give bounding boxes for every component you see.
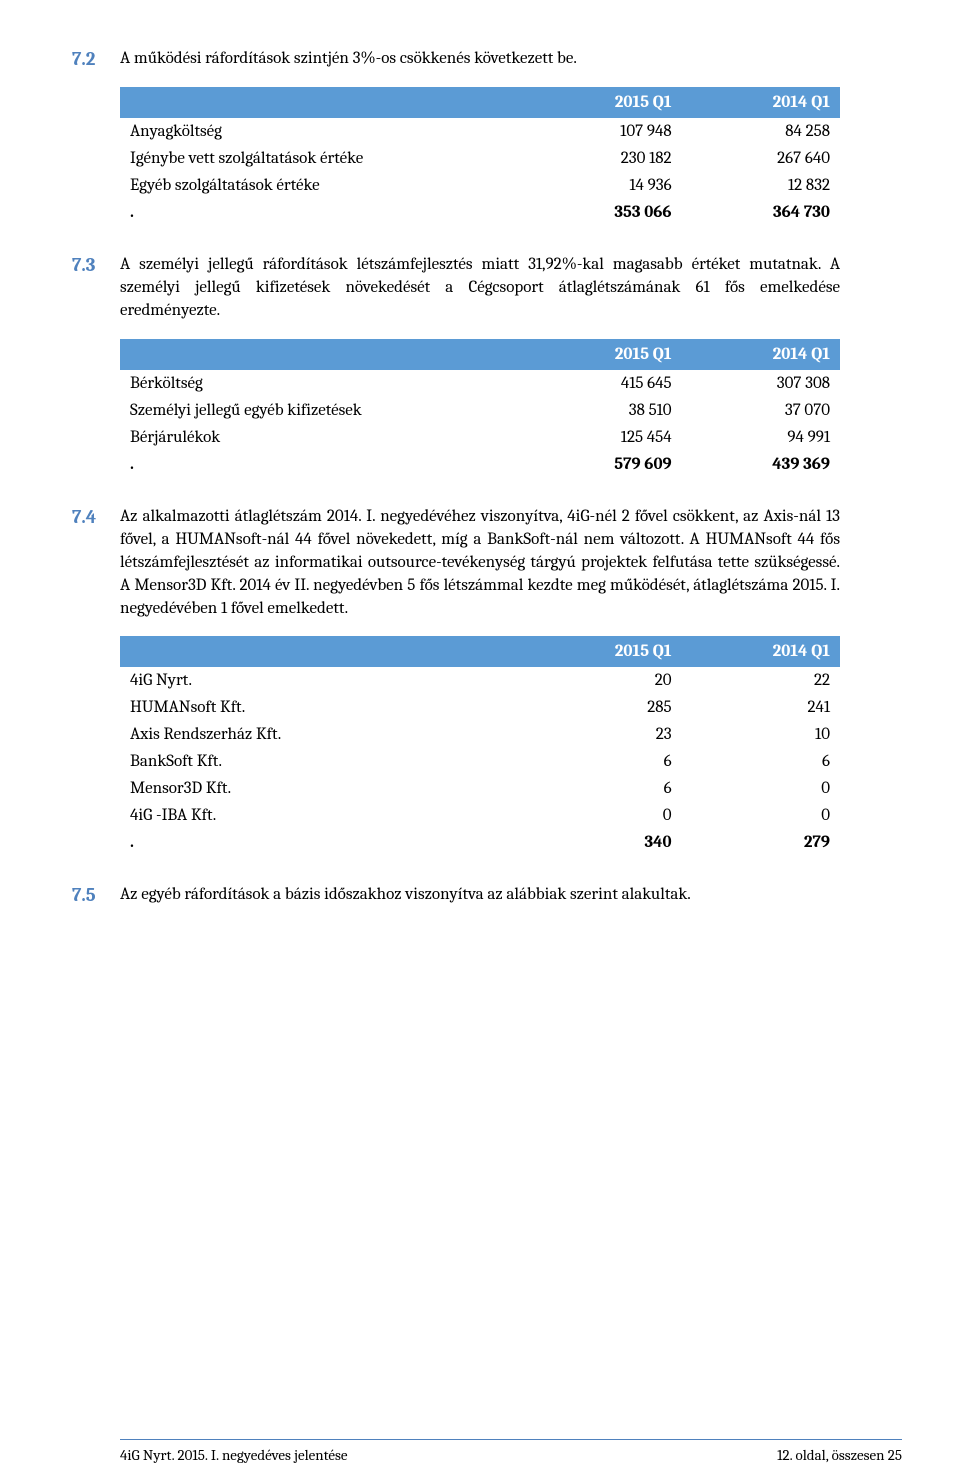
row-label: 4iG -IBA Kft. xyxy=(120,802,523,829)
table-total-row: . 353 066 364 730 xyxy=(120,199,840,226)
row-v2: 22 xyxy=(682,667,840,694)
row-label: Anyagköltség xyxy=(120,118,523,145)
table-row: 4iG Nyrt. 20 22 xyxy=(120,667,840,694)
row-v2: 0 xyxy=(682,802,840,829)
row-v1: 125 454 xyxy=(523,424,681,451)
table-header-stub xyxy=(120,87,523,118)
table-header-row: 2015 Q1 2014 Q1 xyxy=(120,636,840,667)
row-v1: 14 936 xyxy=(523,172,681,199)
total-v2: 439 369 xyxy=(682,451,840,478)
table-header-col1: 2015 Q1 xyxy=(523,339,681,370)
row-v2: 84 258 xyxy=(682,118,840,145)
table-row: 4iG -IBA Kft. 0 0 xyxy=(120,802,840,829)
total-v1: 340 xyxy=(523,829,681,856)
row-v1: 23 xyxy=(523,721,681,748)
section-number-72: 7.2 xyxy=(72,48,95,70)
table-row: Anyagköltség 107 948 84 258 xyxy=(120,118,840,145)
table-row: Egyéb szolgáltatások értéke 14 936 12 83… xyxy=(120,172,840,199)
table-row: Igénybe vett szolgáltatások értéke 230 1… xyxy=(120,145,840,172)
section-72-text: A működési ráfordítások szintjén 3%-os c… xyxy=(120,48,840,71)
row-label: Bérköltség xyxy=(120,370,523,397)
row-v1: 6 xyxy=(523,748,681,775)
table-row: Személyi jellegű egyéb kifizetések 38 51… xyxy=(120,397,840,424)
table-header-col2: 2014 Q1 xyxy=(682,636,840,667)
footer-right: 12. oldal, összesen 25 xyxy=(777,1446,902,1464)
row-label: HUMANsoft Kft. xyxy=(120,694,523,721)
section-73-text: A személyi jellegű ráfordítások létszámf… xyxy=(120,254,840,323)
row-v1: 230 182 xyxy=(523,145,681,172)
page-footer: 4iG Nyrt. 2015. I. negyedéves jelentése … xyxy=(120,1439,902,1464)
row-v2: 37 070 xyxy=(682,397,840,424)
table-header-col2: 2014 Q1 xyxy=(682,87,840,118)
row-v1: 38 510 xyxy=(523,397,681,424)
row-v1: 0 xyxy=(523,802,681,829)
row-label: BankSoft Kft. xyxy=(120,748,523,775)
section-7-5: 7.5 Az egyéb ráfordítások a bázis idősza… xyxy=(120,884,840,907)
row-label: Bérjárulékok xyxy=(120,424,523,451)
table-row: Bérjárulékok 125 454 94 991 xyxy=(120,424,840,451)
row-v1: 415 645 xyxy=(523,370,681,397)
table-header-row: 2015 Q1 2014 Q1 xyxy=(120,87,840,118)
section-7-4: 7.4 Az alkalmazotti átlaglétszám 2014. I… xyxy=(120,506,840,857)
section-74-text: Az alkalmazotti átlaglétszám 2014. I. ne… xyxy=(120,506,840,621)
section-7-3: 7.3 A személyi jellegű ráfordítások léts… xyxy=(120,254,840,478)
table-header-stub xyxy=(120,636,523,667)
table-total-row: . 340 279 xyxy=(120,829,840,856)
row-v1: 6 xyxy=(523,775,681,802)
table-header-stub xyxy=(120,339,523,370)
footer-rule xyxy=(120,1439,902,1440)
row-v1: 285 xyxy=(523,694,681,721)
row-label: Igénybe vett szolgáltatások értéke xyxy=(120,145,523,172)
row-v2: 94 991 xyxy=(682,424,840,451)
table-total-row: . 579 609 439 369 xyxy=(120,451,840,478)
row-v1: 107 948 xyxy=(523,118,681,145)
total-label: . xyxy=(120,199,523,226)
row-v2: 241 xyxy=(682,694,840,721)
row-v2: 307 308 xyxy=(682,370,840,397)
row-v1: 20 xyxy=(523,667,681,694)
table-header-col2: 2014 Q1 xyxy=(682,339,840,370)
total-v2: 279 xyxy=(682,829,840,856)
section-75-text: Az egyéb ráfordítások a bázis időszakhoz… xyxy=(120,884,840,907)
footer-left: 4iG Nyrt. 2015. I. negyedéves jelentése xyxy=(120,1446,348,1464)
total-v1: 353 066 xyxy=(523,199,681,226)
total-label: . xyxy=(120,451,523,478)
row-label: Személyi jellegű egyéb kifizetések xyxy=(120,397,523,424)
table-74: 2015 Q1 2014 Q1 4iG Nyrt. 20 22 HUMANsof… xyxy=(120,636,840,856)
table-row: HUMANsoft Kft. 285 241 xyxy=(120,694,840,721)
table-73: 2015 Q1 2014 Q1 Bérköltség 415 645 307 3… xyxy=(120,339,840,478)
row-label: Mensor3D Kft. xyxy=(120,775,523,802)
table-header-col1: 2015 Q1 xyxy=(523,636,681,667)
row-label: Axis Rendszerház Kft. xyxy=(120,721,523,748)
total-v2: 364 730 xyxy=(682,199,840,226)
table-header-col1: 2015 Q1 xyxy=(523,87,681,118)
row-v2: 10 xyxy=(682,721,840,748)
table-72: 2015 Q1 2014 Q1 Anyagköltség 107 948 84 … xyxy=(120,87,840,226)
section-number-73: 7.3 xyxy=(72,254,95,276)
section-7-2: 7.2 A működési ráfordítások szintjén 3%-… xyxy=(120,48,840,226)
total-label: . xyxy=(120,829,523,856)
table-row: Mensor3D Kft. 6 0 xyxy=(120,775,840,802)
row-label: Egyéb szolgáltatások értéke xyxy=(120,172,523,199)
row-v2: 12 832 xyxy=(682,172,840,199)
table-row: BankSoft Kft. 6 6 xyxy=(120,748,840,775)
row-label: 4iG Nyrt. xyxy=(120,667,523,694)
total-v1: 579 609 xyxy=(523,451,681,478)
row-v2: 0 xyxy=(682,775,840,802)
table-header-row: 2015 Q1 2014 Q1 xyxy=(120,339,840,370)
row-v2: 6 xyxy=(682,748,840,775)
table-row: Axis Rendszerház Kft. 23 10 xyxy=(120,721,840,748)
footer-row: 4iG Nyrt. 2015. I. negyedéves jelentése … xyxy=(120,1446,902,1464)
row-v2: 267 640 xyxy=(682,145,840,172)
section-number-74: 7.4 xyxy=(72,506,96,528)
table-row: Bérköltség 415 645 307 308 xyxy=(120,370,840,397)
section-number-75: 7.5 xyxy=(72,884,96,906)
